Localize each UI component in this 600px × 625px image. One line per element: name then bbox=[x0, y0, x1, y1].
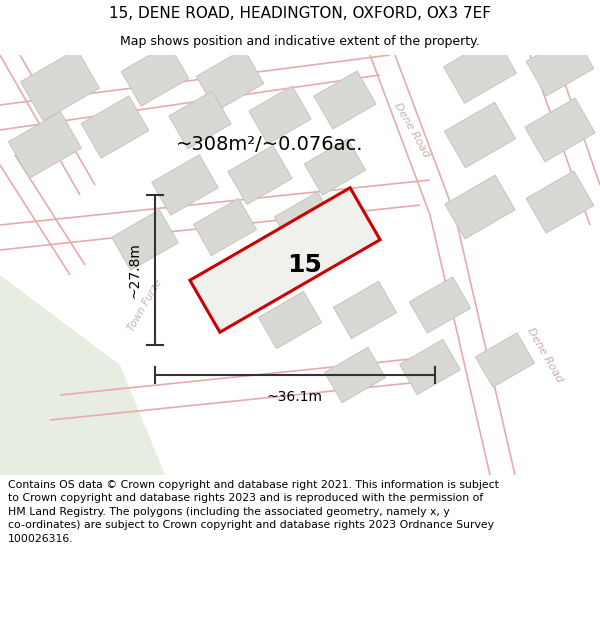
Text: ~27.8m: ~27.8m bbox=[127, 242, 141, 298]
Polygon shape bbox=[259, 291, 322, 349]
Text: ~36.1m: ~36.1m bbox=[267, 390, 323, 404]
Polygon shape bbox=[314, 71, 376, 129]
Polygon shape bbox=[121, 44, 189, 106]
Text: Dene Road: Dene Road bbox=[526, 326, 565, 384]
Polygon shape bbox=[274, 192, 335, 248]
Polygon shape bbox=[249, 86, 311, 144]
Polygon shape bbox=[304, 139, 365, 195]
Polygon shape bbox=[228, 146, 292, 204]
Polygon shape bbox=[152, 155, 218, 215]
Text: ~308m²/~0.076ac.: ~308m²/~0.076ac. bbox=[176, 136, 364, 154]
Polygon shape bbox=[445, 102, 515, 168]
Polygon shape bbox=[81, 96, 149, 158]
Text: 15, DENE ROAD, HEADINGTON, OXFORD, OX3 7EF: 15, DENE ROAD, HEADINGTON, OXFORD, OX3 7… bbox=[109, 6, 491, 21]
Polygon shape bbox=[325, 348, 385, 403]
Text: Dene Road: Dene Road bbox=[392, 101, 431, 159]
Polygon shape bbox=[20, 49, 100, 121]
Text: Map shows position and indicative extent of the property.: Map shows position and indicative extent… bbox=[120, 35, 480, 48]
Polygon shape bbox=[334, 281, 397, 339]
Polygon shape bbox=[526, 171, 594, 233]
Polygon shape bbox=[8, 112, 82, 178]
Polygon shape bbox=[475, 333, 535, 387]
Polygon shape bbox=[400, 339, 460, 394]
Text: Town Furze: Town Furze bbox=[126, 278, 164, 332]
Polygon shape bbox=[526, 34, 594, 96]
Polygon shape bbox=[193, 198, 257, 256]
Polygon shape bbox=[190, 188, 380, 332]
Text: 15: 15 bbox=[287, 253, 322, 277]
Polygon shape bbox=[443, 37, 517, 103]
Polygon shape bbox=[169, 91, 231, 149]
Polygon shape bbox=[112, 210, 178, 270]
Polygon shape bbox=[445, 175, 515, 239]
Polygon shape bbox=[196, 49, 264, 111]
Polygon shape bbox=[409, 277, 470, 333]
Polygon shape bbox=[525, 98, 595, 162]
Polygon shape bbox=[0, 275, 165, 475]
Text: Contains OS data © Crown copyright and database right 2021. This information is : Contains OS data © Crown copyright and d… bbox=[8, 479, 499, 544]
